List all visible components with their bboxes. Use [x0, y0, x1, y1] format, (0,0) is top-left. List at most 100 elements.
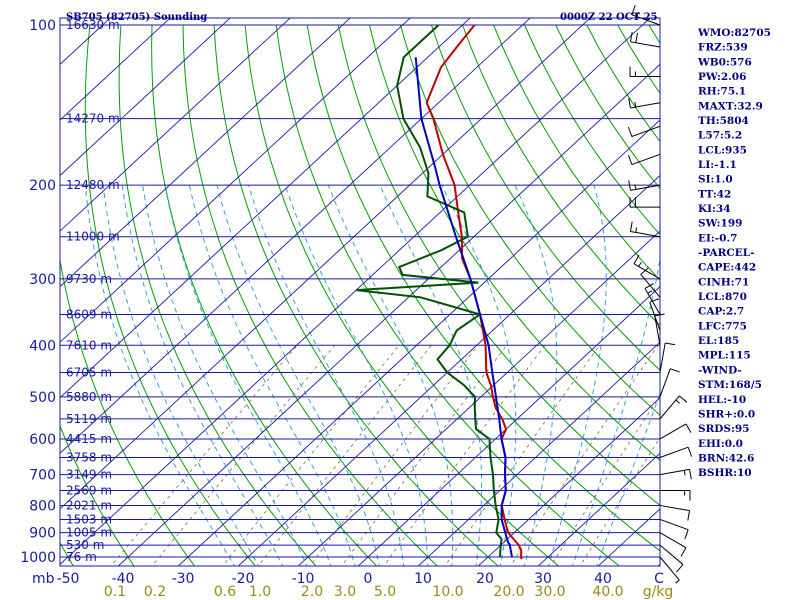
mixing-ratio-tick-label: 20.0: [493, 584, 524, 600]
height-label: 530 m: [66, 538, 104, 552]
index-item: CAPE:442: [698, 262, 756, 274]
wind-barb-staff: [659, 532, 687, 549]
index-item: CAP:2.7: [698, 306, 744, 318]
index-item: LCL:870: [698, 291, 747, 303]
moist-adiabat: [379, 184, 483, 566]
mixing-ratio-tick-label: 40.0: [592, 584, 623, 600]
index-item: BRN:42.6: [698, 452, 754, 464]
pressure-label: 800: [29, 498, 56, 514]
moist-adiabat: [248, 184, 405, 566]
height-label: 76 m: [66, 550, 97, 564]
mixing-ratio-tick-label: 0.6: [214, 584, 236, 600]
wind-barb: [627, 125, 661, 137]
wind-barb-half-flag: [675, 399, 680, 404]
wind-barb-half-flag: [634, 184, 637, 190]
wind-barb: [633, 254, 661, 280]
isotherm-line: [417, 341, 660, 566]
wind-barb-flag: [627, 126, 633, 137]
moist-adiabat: [441, 184, 517, 566]
index-item: CINH:71: [698, 276, 749, 288]
isotherm-line: [60, 18, 471, 399]
wind-barb-flag: [633, 254, 640, 265]
wind-barb-staff: [633, 263, 661, 280]
height-label: 6705 m: [66, 366, 112, 380]
pressure-label: 200: [29, 178, 56, 194]
wind-barb: [628, 180, 661, 191]
height-label: 16630 m: [66, 18, 120, 32]
mixing-ratio-tick-label: 30.0: [534, 584, 565, 600]
temperature-tick-label: -40: [112, 571, 135, 587]
wind-barb-staff: [659, 504, 690, 512]
height-label: 2021 m: [66, 498, 112, 512]
wind-barb: [627, 153, 661, 166]
pressure-label: 400: [29, 338, 56, 354]
height-label: 8609 m: [66, 307, 112, 321]
index-item: EI:-0.7: [698, 232, 737, 244]
wind-barb: [659, 544, 684, 573]
index-item: SI:1.0: [698, 174, 733, 186]
moist-adiabat: [284, 184, 429, 566]
moist-adiabat: [188, 184, 356, 566]
temperature-tick-label: 20: [476, 571, 494, 587]
mixing-ratio-line: [510, 345, 659, 566]
dry-adiabat: [773, 25, 800, 568]
dry-adiabat: [60, 257, 196, 566]
wind-barb: [659, 446, 693, 458]
index-item: LI:-1.1: [698, 159, 737, 171]
wind-barb-staff: [659, 446, 689, 458]
wind-barb-flag: [628, 180, 631, 191]
wind-barb: [628, 98, 661, 109]
wind-barb: [659, 468, 692, 480]
mixing-ratio-tick-label: 1.0: [249, 584, 271, 600]
mixing-ratio-tick-label: 0.1: [104, 584, 126, 600]
moist-adiabat: [164, 185, 332, 566]
dry-adiabat: [555, 24, 660, 190]
moist-adiabat: [84, 185, 236, 566]
isotherm-line: [60, 18, 591, 510]
index-item: KI:34: [698, 203, 731, 215]
wind-barb-flag: [684, 529, 689, 540]
height-label: 12480 m: [66, 178, 120, 192]
wind-barb-half-flag: [675, 579, 680, 584]
wind-barb-flag: [676, 564, 684, 573]
isotherm-line: [60, 18, 411, 343]
wind-barb-half-flag: [636, 11, 640, 17]
wind-barb-staff: [659, 556, 680, 581]
wind-barb-staff: [659, 423, 687, 440]
moist-adiabat: [572, 255, 660, 566]
dry-adiabat: [118, 24, 317, 566]
isotherm-line: [477, 397, 660, 566]
pressure-label: 700: [29, 468, 56, 484]
dry-adiabat: [244, 24, 560, 566]
wind-barb-half-flag: [683, 470, 686, 476]
wind-barb-half-flag: [647, 290, 653, 294]
wind-barb-flag: [665, 342, 676, 346]
wind-barb-staff: [659, 368, 671, 398]
index-item: PW:2.06: [698, 71, 746, 83]
isotherm-line: [0, 1, 9, 579]
height-label: 11000 m: [66, 230, 120, 244]
mixing-ratio-tick-label: 5.0: [374, 584, 396, 600]
wind-barb-flag: [631, 5, 636, 15]
mixing-ratio-line: [110, 345, 298, 566]
mixing-ratio-tick-label: 2.0: [301, 584, 323, 600]
parcel-trace: [414, 57, 513, 558]
wind-barb: [659, 518, 689, 540]
height-label: 9730 m: [66, 272, 112, 286]
height-label: 1503 m: [66, 512, 112, 526]
index-item: WMO:82705: [697, 27, 771, 39]
moist-adiabat: [121, 185, 284, 566]
index-item: EL:185: [698, 335, 739, 347]
wind-barb-staff: [631, 153, 661, 166]
mixing-ratio-tick-label: 10.0: [432, 584, 463, 600]
wind-barb-flag: [678, 395, 688, 403]
moist-adiabat: [216, 184, 380, 566]
mixing-ratio-tick-label: 3.0: [334, 584, 356, 600]
dry-adiabat: [213, 24, 499, 566]
isotherm-line: [537, 452, 660, 566]
moist-adiabat: [142, 185, 308, 566]
station-title: SB705 (82705) Sounding: [66, 12, 207, 23]
isotherm-line: [357, 286, 660, 566]
mixing-ratio-tick-label: g/kg: [643, 584, 674, 600]
index-item: STM:168/5: [698, 379, 762, 391]
